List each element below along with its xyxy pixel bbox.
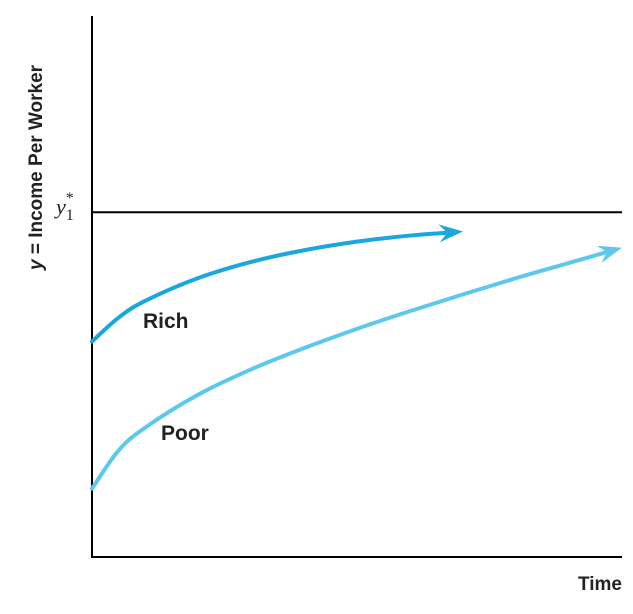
rich-curve <box>90 230 451 344</box>
rich-label: Rich <box>143 310 189 333</box>
rich-arrowhead <box>438 224 463 243</box>
poor-curve <box>90 249 611 491</box>
y-axis-label: y = Income Per Worker <box>26 64 47 271</box>
poor-arrowhead <box>596 245 622 264</box>
x-axis-label: Time <box>578 574 622 595</box>
steady-state-label: y1* <box>54 190 74 224</box>
poor-label: Poor <box>161 422 209 445</box>
